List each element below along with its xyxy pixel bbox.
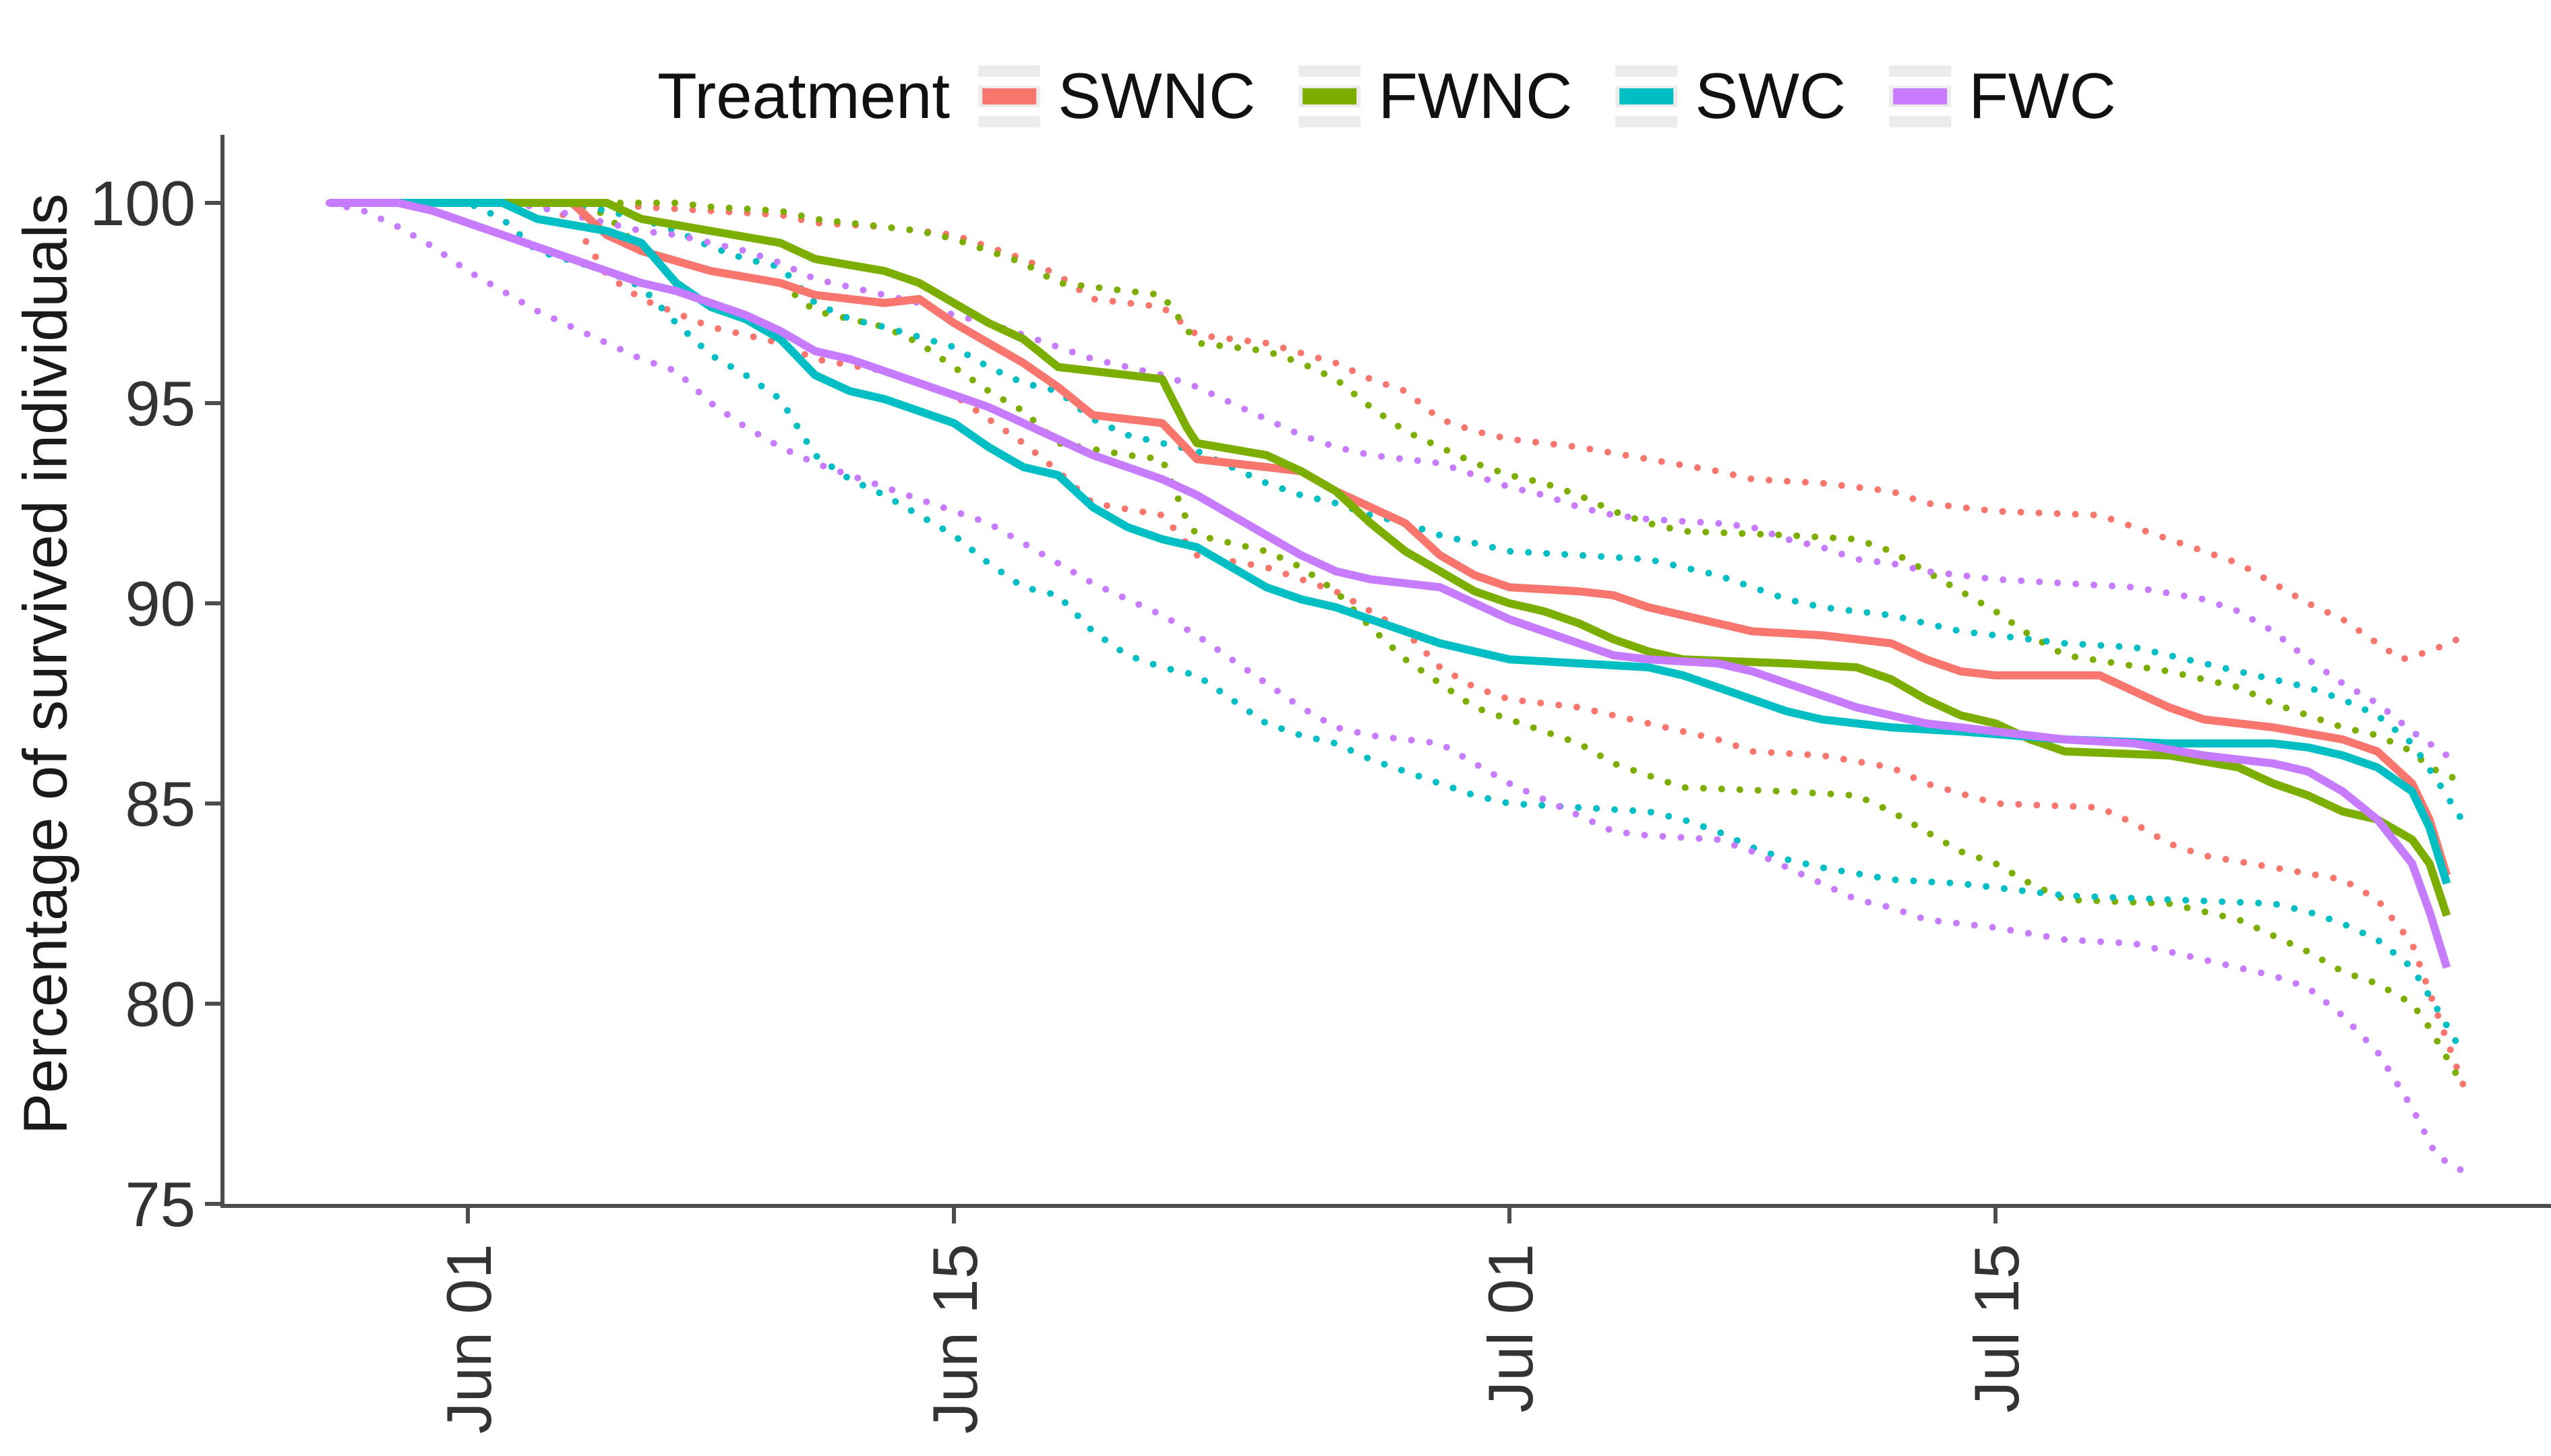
legend-label-swc: SWC (1695, 60, 1847, 132)
legend-key-fwc-icon (1889, 65, 1952, 127)
legend-title: Treatment (657, 60, 951, 132)
y-tick-label: 90 (125, 568, 196, 639)
legend-key-swnc-icon (978, 65, 1041, 127)
legend-label-fwc: FWC (1969, 60, 2116, 132)
swc-lower-ci-line (326, 200, 2468, 1060)
legend-item-swc: SWC (1615, 59, 1846, 133)
legend-item-fwc: FWC (1889, 59, 2116, 133)
legend-item-fwnc: FWNC (1298, 59, 1572, 133)
fwc-upper-ci-line (326, 200, 2451, 759)
fwnc-upper-ci-line (326, 200, 2461, 783)
swnc-lower-ci-line (326, 200, 2468, 1091)
y-tick-label: 75 (125, 1169, 196, 1240)
fwc-lower-ci-line (326, 200, 2468, 1176)
legend-label-swnc: SWNC (1058, 60, 1256, 132)
y-tick-label: 100 (90, 168, 196, 239)
x-tick-label: Jun 15 (920, 1244, 990, 1434)
x-tick-label: Jun 01 (433, 1244, 504, 1434)
x-tick-label: Jul 01 (1475, 1244, 1546, 1413)
y-tick-label: 85 (125, 768, 196, 839)
y-tick-label: 80 (125, 969, 196, 1039)
legend: Treatment SWNC FWNC SWC FWC (657, 59, 2116, 133)
y-axis-title: Percentage of survived individuals (11, 193, 80, 1135)
swnc-upper-ci-line (326, 200, 2461, 663)
swnc-solid-line (329, 199, 2451, 877)
legend-label-fwnc: FWNC (1378, 60, 1573, 132)
legend-key-fwnc-icon (1298, 65, 1361, 127)
y-tick-label: 95 (125, 368, 196, 439)
fwnc-solid-line (329, 199, 2451, 917)
fwc-solid-line (329, 199, 2451, 969)
legend-item-swnc: SWNC (978, 59, 1255, 133)
x-tick-label: Jul 15 (1961, 1244, 2032, 1413)
legend-key-swc-icon (1615, 65, 1678, 127)
swc-solid-line (329, 199, 2451, 885)
